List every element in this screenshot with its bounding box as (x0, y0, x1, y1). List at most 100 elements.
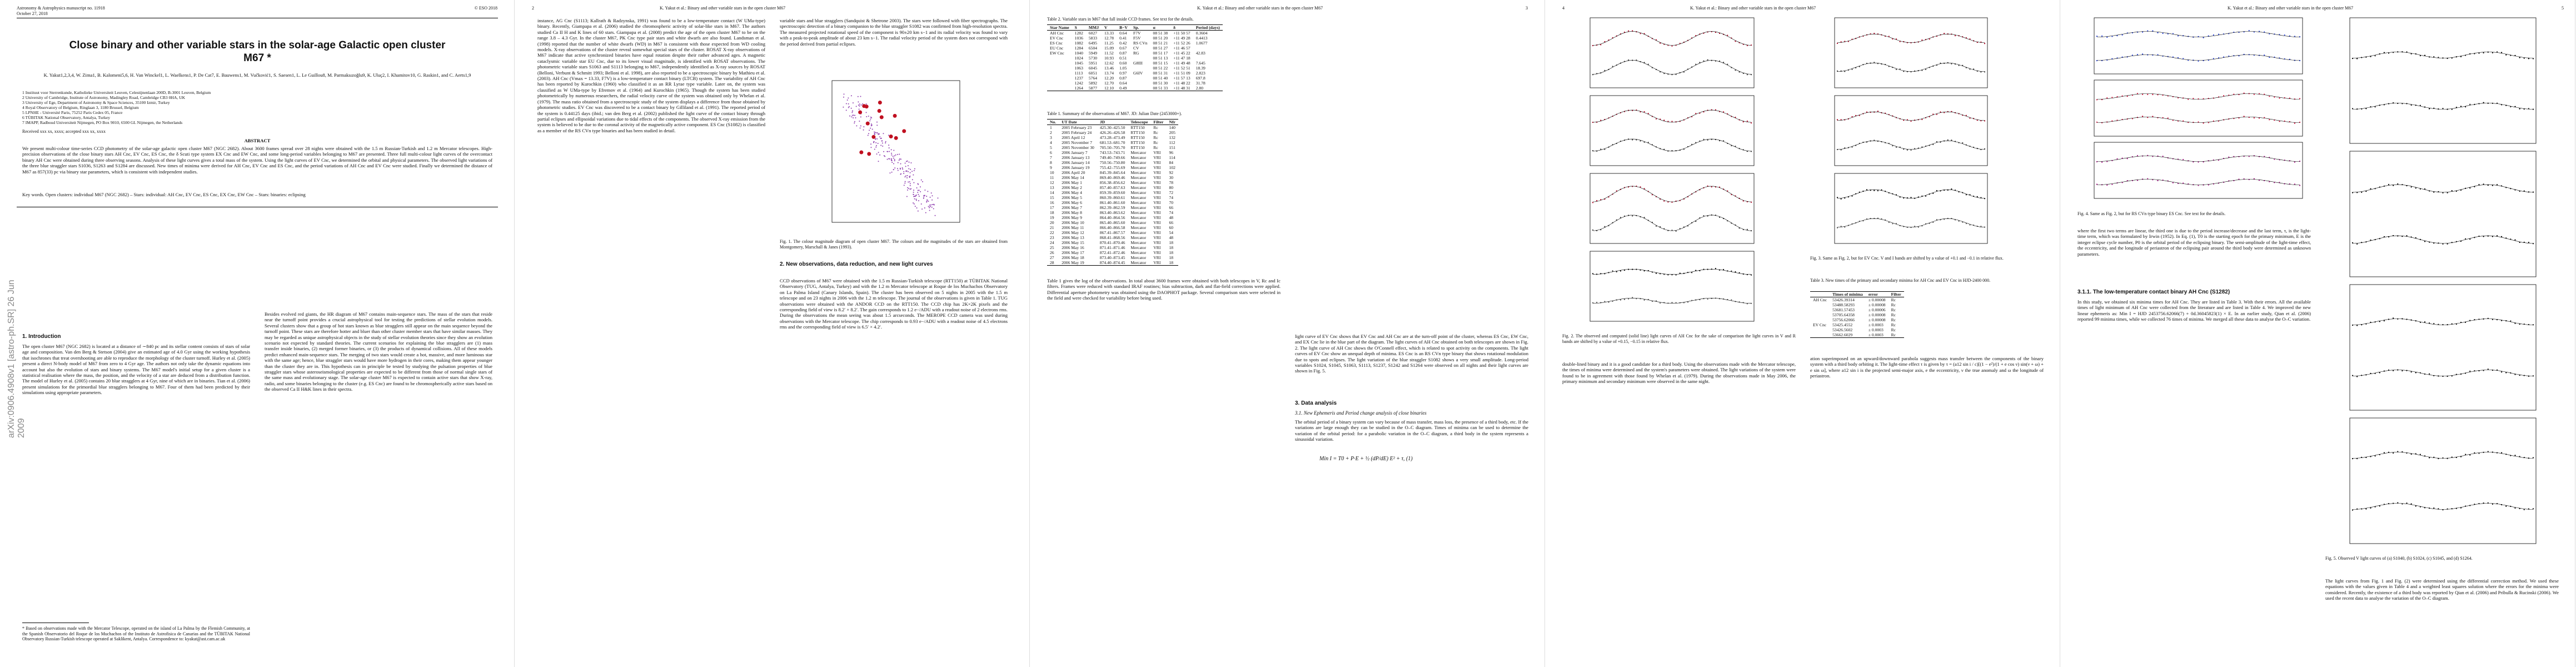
figure-dot (2142, 93, 2144, 95)
col1-text: where the first two terms are linear, th… (2077, 228, 2311, 257)
figure-dot (2136, 180, 2139, 181)
figure-marker (878, 100, 882, 104)
figure-dot (2203, 37, 2204, 38)
column-header: Filter (1153, 120, 1164, 125)
figure-dot (1877, 111, 1879, 112)
table-cell: VRI (1153, 205, 1161, 210)
figure-dot (2157, 180, 2159, 181)
table-cell: 08 51 38 (1153, 31, 1168, 36)
table-row: Star Name S MMJ V B−V Sp. α δ Period (days) (1047, 24, 1223, 31)
figure-dot (1750, 274, 1752, 276)
table-cell: 859.39–859.60 (1099, 190, 1125, 195)
figure-dot (2238, 178, 2240, 180)
column-header: JD (1099, 120, 1105, 125)
figure-dot (2496, 184, 2498, 186)
table-row: 13 2006 May 2 857.40–857.63 Mercator VRI 80 (1047, 185, 1178, 190)
figure-dot (2415, 187, 2416, 189)
figure-dot (2274, 158, 2275, 160)
figure-dot (2111, 97, 2113, 98)
table-cell: Mercator (1130, 170, 1147, 175)
figure-dot (916, 207, 918, 209)
table-cell: 0.42 (1119, 41, 1127, 46)
figure-dot (1895, 223, 1897, 225)
figure-dot (917, 210, 919, 212)
figure-dot (1965, 194, 1967, 196)
figure-curve (1592, 215, 1752, 231)
table-cell: 0.87 (1119, 76, 1127, 81)
figure-dot (854, 115, 856, 116)
table-cell: 5764 (1088, 76, 1098, 81)
table-cell: 750.56–750.80 (1099, 160, 1125, 165)
figure-dot (876, 138, 878, 140)
figure-dot (2379, 372, 2380, 374)
figure-dot (1903, 71, 1905, 72)
table-cell: 5833 (1088, 36, 1098, 41)
figure-dot (2253, 117, 2255, 119)
figure-dot (2351, 242, 2354, 243)
table-row: 22 2006 May 12 867.41–867.57 Mercator VRI 54 (1047, 230, 1178, 235)
figure-dot (918, 200, 919, 202)
figure-dot (910, 188, 912, 190)
figure-panel (2349, 151, 2537, 277)
figure-dot (2505, 505, 2507, 507)
table-cell: RTT150 (1130, 130, 1145, 135)
figure-dot (2147, 93, 2149, 95)
figure-dot (2469, 103, 2471, 105)
figure-dot (2442, 192, 2444, 193)
figure-dot (929, 204, 931, 206)
figure-dot (1620, 299, 1621, 301)
table-row: 18 2006 May 8 863.40–863.62 Mercator VRI 74 (1047, 210, 1178, 215)
figure-dot (2519, 108, 2520, 109)
table-cell: 26 (1050, 250, 1054, 255)
figure-dot (878, 133, 880, 135)
table-cell: VRI (1153, 250, 1161, 255)
table-cell: 18 (1169, 245, 1174, 250)
col1-text: double-lined binary and it is a good can… (1562, 361, 1796, 385)
table-cell: 102 (1169, 165, 1175, 170)
figure-dot (856, 125, 858, 127)
figure-dot (1632, 139, 1633, 141)
table-head: Star Name S MMJ V B−V Sp. α δ Period (days) (1047, 24, 1223, 31)
table-cell: 74 (1169, 210, 1174, 215)
table-cell: 08 51 21 (1153, 41, 1168, 46)
table-body: AH Cnc 1282 6027 13.33 0.64 F7V 08 51 38 +11 50… (1047, 31, 1223, 91)
figure-dot (2410, 453, 2412, 455)
table-cell: Mercator (1130, 190, 1147, 195)
figure-dot (876, 132, 878, 133)
figure-dot (860, 104, 862, 106)
table-cell: EW Cnc (1050, 51, 1064, 56)
table-cell: Mercator (1130, 225, 1147, 230)
figure-dot (1858, 115, 1860, 116)
figure-dot (1643, 62, 1645, 63)
table-row: 26 2006 May 17 872.41–872.46 Mercator VRI 18 (1047, 250, 1178, 255)
figure-dot (1936, 113, 1937, 115)
figure-dot (905, 161, 907, 162)
figure-dot (2106, 36, 2108, 38)
section-text: CCD observations of M67 were obtained wi… (780, 278, 1008, 330)
figure-panel (2349, 284, 2537, 411)
figure-dot (2096, 183, 2098, 185)
table-cell: 2006 May 8 (1062, 210, 1082, 215)
table-cell: 864.40–864.56 (1099, 215, 1125, 220)
figure-dot (1910, 120, 1912, 122)
figure-dot (1836, 227, 1838, 228)
column-header: Filter (1891, 292, 1901, 297)
figure-dot (929, 207, 930, 208)
table-row: ES Cnc 1082 6495 11.25 0.42 RS CVn 08 51 21 +11… (1047, 41, 1223, 46)
figure-dot (2193, 161, 2194, 163)
figure-dot (883, 133, 884, 135)
figure-dot (922, 181, 924, 182)
figure-marker (867, 152, 871, 156)
figure-dot (2523, 509, 2525, 510)
figure-dot (920, 191, 921, 192)
figure-dot (908, 161, 910, 163)
figure-dot (1628, 298, 1630, 300)
table-cell: VRI (1153, 225, 1161, 230)
figure-dot (1914, 226, 1916, 227)
figure-dot (913, 174, 914, 176)
figure-dot (890, 158, 892, 160)
figure-dot (1888, 36, 1890, 37)
table-cell: 6045 (1088, 66, 1098, 71)
figure-dot (2136, 155, 2139, 157)
figure-dot (907, 189, 909, 191)
